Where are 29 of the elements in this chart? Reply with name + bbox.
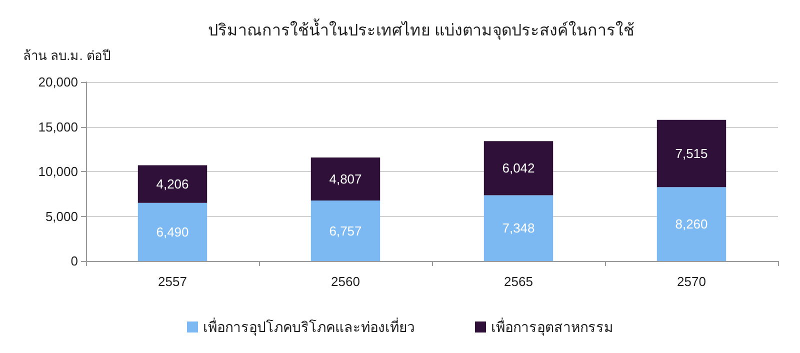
y-axis-title: ล้าน ลบ.ม. ต่อปี <box>23 48 110 63</box>
data-label: 6,042 <box>502 160 535 176</box>
data-label: 8,260 <box>675 216 708 232</box>
bar <box>656 120 726 188</box>
bar <box>656 187 726 261</box>
data-label: 4,206 <box>156 176 189 192</box>
data-label: 4,807 <box>329 172 362 187</box>
data-label: 6,757 <box>329 223 362 238</box>
y-tick-label: 5,000 <box>45 208 78 224</box>
legend-label: เพื่อการอุปโภคบริโภคและท่องเที่ยว <box>203 318 415 336</box>
x-tick-label: 2570 <box>677 274 706 289</box>
x-tick-label: 2560 <box>331 274 360 289</box>
bar <box>484 141 554 196</box>
x-tick-label: 2557 <box>158 274 187 289</box>
bar <box>484 195 554 261</box>
y-tick-label: 20,000 <box>38 74 78 90</box>
y-tick-label: 10,000 <box>38 164 78 179</box>
bar <box>138 165 208 203</box>
y-tick-label: 0 <box>70 254 78 268</box>
bar <box>310 158 380 201</box>
bar <box>138 202 208 261</box>
chart-title: ปริมาณการใช้น้ำในประเทศไทย แบ่งตามจุดประสงค์ในการใช้ <box>208 18 634 40</box>
x-tick-label: 2565 <box>504 274 533 289</box>
y-tick-label: 15,000 <box>38 119 78 134</box>
data-label: 7,515 <box>675 146 708 161</box>
data-label: 6,490 <box>156 224 189 240</box>
bar <box>310 200 380 261</box>
data-label: 7,348 <box>502 220 535 236</box>
legend-label: เพื่อการอุตสาหกรรม <box>491 318 613 336</box>
